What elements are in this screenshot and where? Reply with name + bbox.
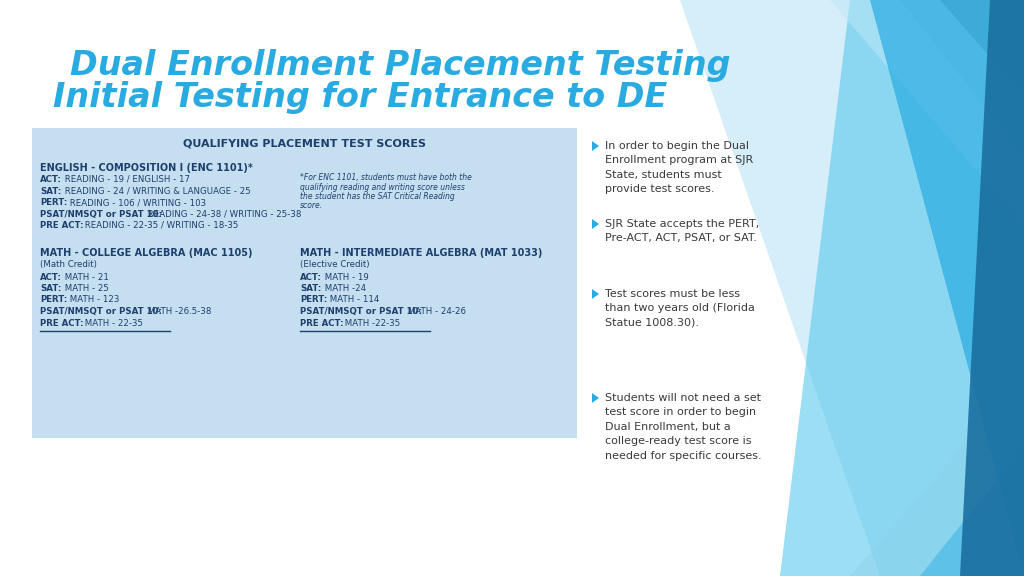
Text: *For ENC 1101, students must have both the: *For ENC 1101, students must have both t… [300, 173, 472, 182]
Text: MATH - 114: MATH - 114 [327, 295, 379, 305]
Text: MATH -22-35: MATH -22-35 [342, 319, 400, 328]
Polygon shape [592, 219, 599, 229]
Polygon shape [830, 0, 1024, 226]
Text: ACT:: ACT: [40, 272, 61, 282]
Text: ACT:: ACT: [40, 175, 61, 184]
Polygon shape [750, 446, 1024, 576]
Polygon shape [780, 0, 1024, 576]
Text: MATH - 24-26: MATH - 24-26 [406, 307, 466, 316]
Polygon shape [592, 289, 599, 299]
Text: (Math Credit): (Math Credit) [40, 260, 97, 270]
Text: PERT:: PERT: [40, 198, 68, 207]
Text: PSAT/NMSQT or PSAT 10:: PSAT/NMSQT or PSAT 10: [40, 307, 162, 316]
Text: ENGLISH - COMPOSITION I (ENC 1101)*: ENGLISH - COMPOSITION I (ENC 1101)* [40, 163, 253, 173]
Text: PSAT/NMSQT or PSAT 10:: PSAT/NMSQT or PSAT 10: [40, 210, 162, 218]
Text: READING - 24-38 / WRITING - 25-38: READING - 24-38 / WRITING - 25-38 [145, 210, 301, 218]
Text: Dual Enrollment Placement Testing: Dual Enrollment Placement Testing [70, 50, 730, 82]
Polygon shape [670, 376, 1024, 576]
Polygon shape [592, 141, 599, 151]
Text: MATH - 123: MATH - 123 [67, 295, 120, 305]
Text: the student has the SAT Critical Reading: the student has the SAT Critical Reading [300, 192, 455, 201]
Text: Test scores must be less
than two years old (Florida
Statue 1008.30).: Test scores must be less than two years … [605, 289, 755, 328]
Polygon shape [592, 393, 599, 403]
Text: ACT:: ACT: [300, 272, 322, 282]
Text: READING - 22-35 / WRITING - 18-35: READING - 22-35 / WRITING - 18-35 [82, 221, 239, 230]
Text: qualifying reading and writing score unless: qualifying reading and writing score unl… [300, 183, 465, 191]
Polygon shape [900, 0, 1024, 156]
Text: MATH - COLLEGE ALGEBRA (MAC 1105): MATH - COLLEGE ALGEBRA (MAC 1105) [40, 248, 253, 259]
Text: MATH - INTERMEDIATE ALGEBRA (MAT 1033): MATH - INTERMEDIATE ALGEBRA (MAT 1033) [300, 248, 543, 259]
Text: (Elective Credit): (Elective Credit) [300, 260, 370, 270]
Text: READING - 19 / ENGLISH - 17: READING - 19 / ENGLISH - 17 [62, 175, 190, 184]
Text: MATH - 21: MATH - 21 [62, 272, 109, 282]
Polygon shape [961, 0, 1024, 576]
Text: READING - 106 / WRITING - 103: READING - 106 / WRITING - 103 [67, 198, 206, 207]
Text: score.: score. [300, 202, 324, 210]
Text: SAT:: SAT: [40, 284, 61, 293]
Polygon shape [680, 0, 1024, 576]
Text: PERT:: PERT: [300, 295, 328, 305]
Text: PRE ACT:: PRE ACT: [40, 319, 84, 328]
FancyBboxPatch shape [32, 128, 577, 438]
Text: PSAT/NMSQT or PSAT 10:: PSAT/NMSQT or PSAT 10: [300, 307, 422, 316]
Text: PRE ACT:: PRE ACT: [300, 319, 343, 328]
Text: PERT:: PERT: [40, 295, 68, 305]
Text: MATH - 22-35: MATH - 22-35 [82, 319, 143, 328]
Text: SAT:: SAT: [40, 187, 61, 195]
Text: SJR State accepts the PERT,
Pre-ACT, ACT, PSAT, or SAT.: SJR State accepts the PERT, Pre-ACT, ACT… [605, 219, 759, 244]
Text: QUALIFYING PLACEMENT TEST SCORES: QUALIFYING PLACEMENT TEST SCORES [183, 139, 426, 149]
Text: Students will not need a set
test score in order to begin
Dual Enrollment, but a: Students will not need a set test score … [605, 393, 762, 461]
Text: MATH - 19: MATH - 19 [322, 272, 369, 282]
Text: MATH -24: MATH -24 [322, 284, 367, 293]
Text: PRE ACT:: PRE ACT: [40, 221, 84, 230]
Text: Initial Testing for Entrance to DE: Initial Testing for Entrance to DE [53, 81, 667, 115]
Text: READING - 24 / WRITING & LANGUAGE - 25: READING - 24 / WRITING & LANGUAGE - 25 [62, 187, 251, 195]
Text: In order to begin the Dual
Enrollment program at SJR
State, students must
provid: In order to begin the Dual Enrollment pr… [605, 141, 754, 194]
Polygon shape [870, 0, 1024, 576]
Text: MATH -26.5-38: MATH -26.5-38 [145, 307, 211, 316]
Polygon shape [820, 0, 1024, 96]
Text: SAT:: SAT: [300, 284, 322, 293]
Polygon shape [700, 0, 1024, 146]
Text: MATH - 25: MATH - 25 [62, 284, 109, 293]
